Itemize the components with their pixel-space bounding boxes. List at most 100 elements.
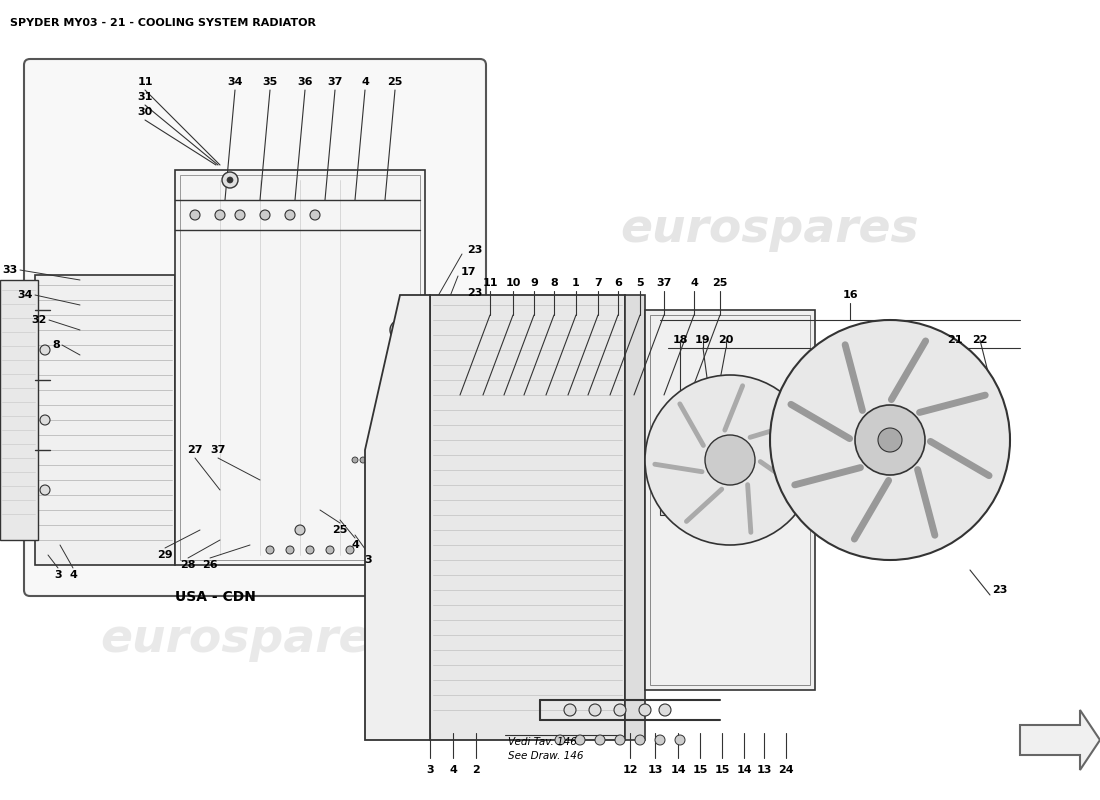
Text: eurospares: eurospares (100, 618, 398, 662)
Bar (430, 295, 625, 740)
Text: 7: 7 (594, 278, 602, 288)
Text: 23: 23 (468, 245, 483, 255)
Circle shape (654, 735, 666, 745)
Circle shape (285, 210, 295, 220)
Bar (625, 295, 645, 740)
Circle shape (346, 546, 354, 554)
FancyArrowPatch shape (845, 345, 862, 410)
FancyArrowPatch shape (654, 464, 702, 472)
Text: 11: 11 (138, 77, 153, 87)
Text: 17: 17 (460, 267, 475, 277)
Text: 14: 14 (736, 765, 751, 775)
Text: 3: 3 (364, 555, 372, 565)
FancyArrowPatch shape (920, 395, 986, 413)
Text: 15: 15 (714, 765, 729, 775)
Circle shape (564, 704, 576, 716)
Text: 11: 11 (482, 278, 497, 288)
FancyArrowPatch shape (760, 462, 800, 489)
Text: See Draw. 146: See Draw. 146 (508, 751, 583, 761)
Circle shape (614, 704, 626, 716)
Circle shape (659, 704, 671, 716)
Circle shape (595, 735, 605, 745)
Circle shape (615, 735, 625, 745)
Circle shape (394, 384, 406, 396)
Circle shape (384, 457, 390, 463)
Text: 4: 4 (351, 540, 359, 550)
Text: 24: 24 (778, 765, 794, 775)
Text: 23: 23 (992, 585, 1008, 595)
Text: 4: 4 (449, 765, 456, 775)
Circle shape (214, 210, 225, 220)
Text: SPYDER MY03 - 21 - COOLING SYSTEM RADIATOR: SPYDER MY03 - 21 - COOLING SYSTEM RADIAT… (10, 18, 316, 28)
Bar (0, 280, 39, 540)
Circle shape (705, 435, 755, 485)
Circle shape (639, 704, 651, 716)
Bar (660, 470, 680, 490)
Text: 4: 4 (361, 77, 368, 87)
Text: 36: 36 (297, 77, 312, 87)
Bar (650, 315, 810, 685)
Text: 27: 27 (187, 445, 202, 455)
Circle shape (675, 735, 685, 745)
Text: 14: 14 (670, 765, 685, 775)
Text: 31: 31 (138, 92, 153, 102)
Text: 22: 22 (972, 335, 988, 345)
Circle shape (368, 457, 374, 463)
Text: 16: 16 (843, 290, 858, 300)
Text: 15: 15 (692, 765, 707, 775)
Bar (180, 175, 420, 560)
FancyBboxPatch shape (24, 59, 486, 596)
Text: 34: 34 (18, 290, 33, 300)
FancyArrowPatch shape (686, 489, 722, 522)
Text: 19: 19 (695, 335, 711, 345)
Text: 8: 8 (550, 278, 558, 288)
Circle shape (390, 320, 410, 340)
Text: 20: 20 (718, 335, 734, 345)
FancyArrowPatch shape (891, 341, 925, 400)
Bar (645, 310, 815, 690)
Circle shape (222, 172, 238, 188)
Text: 13: 13 (757, 765, 772, 775)
Text: 37: 37 (328, 77, 343, 87)
Polygon shape (365, 295, 430, 740)
Text: 6: 6 (614, 278, 622, 288)
Text: 37: 37 (210, 445, 225, 455)
Text: 23: 23 (468, 288, 483, 298)
Text: 3: 3 (54, 570, 62, 580)
Circle shape (310, 210, 320, 220)
Text: 12: 12 (623, 765, 638, 775)
Text: 4: 4 (69, 570, 77, 580)
Text: 25: 25 (713, 278, 728, 288)
Text: 29: 29 (157, 550, 173, 560)
FancyArrowPatch shape (795, 467, 860, 485)
Circle shape (40, 415, 49, 425)
Text: 25: 25 (387, 77, 403, 87)
FancyArrowPatch shape (748, 485, 751, 532)
FancyArrowPatch shape (931, 442, 989, 476)
Text: 18: 18 (672, 335, 688, 345)
Text: 32: 32 (32, 315, 47, 325)
Bar (175, 170, 425, 565)
Circle shape (645, 375, 815, 545)
FancyArrowPatch shape (680, 404, 703, 446)
Circle shape (770, 320, 1010, 560)
Circle shape (352, 457, 358, 463)
Circle shape (878, 428, 902, 452)
Circle shape (376, 457, 382, 463)
Text: 28: 28 (180, 560, 196, 570)
Text: 25: 25 (332, 525, 348, 535)
FancyArrowPatch shape (725, 386, 742, 430)
Circle shape (306, 546, 313, 554)
Polygon shape (1020, 710, 1100, 770)
Circle shape (40, 345, 49, 355)
Text: 3: 3 (426, 765, 433, 775)
Text: 26: 26 (202, 560, 218, 570)
Text: 10: 10 (505, 278, 520, 288)
Circle shape (235, 210, 245, 220)
Text: 9: 9 (530, 278, 538, 288)
Circle shape (855, 405, 925, 475)
Text: Vedi Tav. 146: Vedi Tav. 146 (508, 737, 576, 747)
Text: 4: 4 (690, 278, 697, 288)
Circle shape (266, 546, 274, 554)
Circle shape (40, 485, 49, 495)
